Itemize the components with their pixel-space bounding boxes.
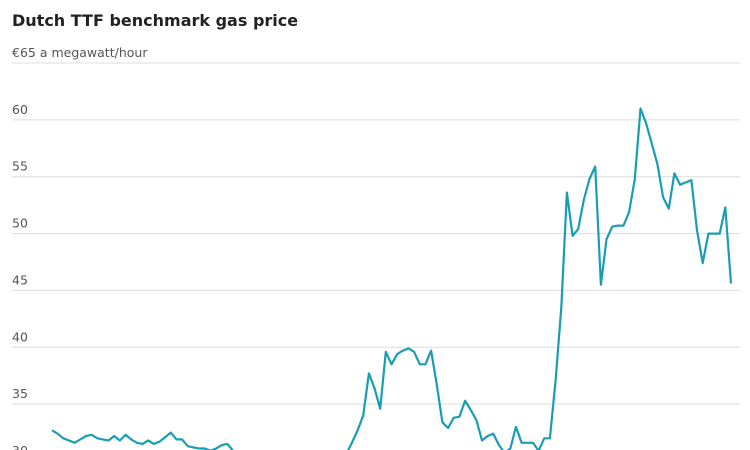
price-line — [51, 107, 733, 450]
y-tick-label: 40 — [12, 329, 28, 344]
y-tick-label: 30 — [12, 443, 28, 450]
y-tick-label: €65 a megawatt/hour — [12, 45, 148, 60]
y-tick-label: 50 — [12, 216, 28, 231]
chart-title: Dutch TTF benchmark gas price — [12, 11, 298, 30]
y-tick-label: 60 — [12, 102, 28, 117]
y-tick-label: 45 — [12, 272, 28, 287]
y-tick-label: 35 — [12, 386, 28, 401]
y-tick-label: 55 — [12, 159, 28, 174]
